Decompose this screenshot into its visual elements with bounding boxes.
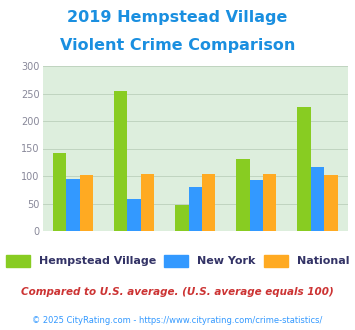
Text: 2019 Hempstead Village: 2019 Hempstead Village xyxy=(67,10,288,25)
Text: © 2025 CityRating.com - https://www.cityrating.com/crime-statistics/: © 2025 CityRating.com - https://www.city… xyxy=(32,315,323,325)
Bar xyxy=(189,187,202,231)
Bar xyxy=(66,179,80,231)
Bar xyxy=(80,175,93,231)
Text: Compared to U.S. average. (U.S. average equals 100): Compared to U.S. average. (U.S. average … xyxy=(21,287,334,297)
Bar xyxy=(297,107,311,231)
Text: Violent Crime Comparison: Violent Crime Comparison xyxy=(60,38,295,53)
Bar xyxy=(127,199,141,231)
Bar xyxy=(263,174,277,231)
Bar xyxy=(175,205,189,231)
Bar xyxy=(236,159,250,231)
Bar xyxy=(202,174,215,231)
Bar xyxy=(114,91,127,231)
Bar xyxy=(141,174,154,231)
Bar xyxy=(324,175,338,231)
Bar xyxy=(53,153,66,231)
Bar xyxy=(250,180,263,231)
Legend: Hempstead Village, New York, National: Hempstead Village, New York, National xyxy=(6,255,349,267)
Bar xyxy=(311,167,324,231)
